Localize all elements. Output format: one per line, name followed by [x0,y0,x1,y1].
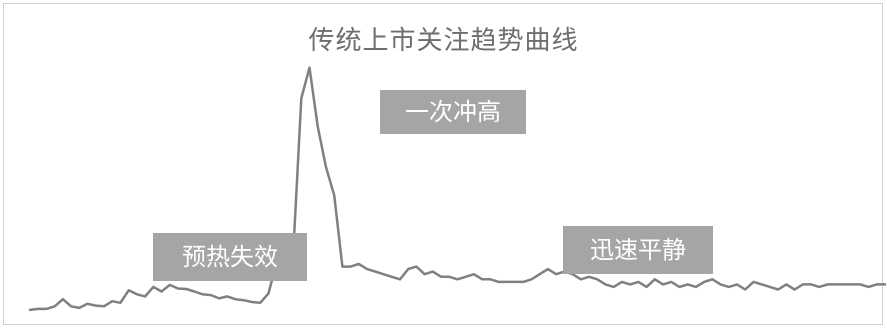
trend-line [28,66,887,312]
chart-title: 传统上市关注趋势曲线 [308,26,579,56]
chart-frame [3,3,883,325]
annotation-preheat-fail: 预热失效 [153,233,307,281]
annotation-quick-calm: 迅速平静 [563,226,713,274]
annotation-first-spike: 一次冲高 [380,90,526,134]
